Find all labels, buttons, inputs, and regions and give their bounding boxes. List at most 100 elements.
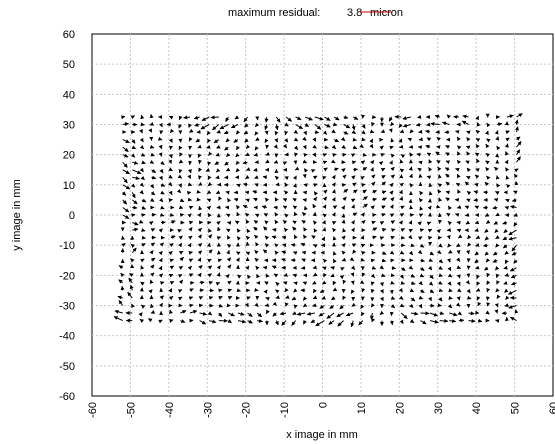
residual-arrow [293,211,298,217]
residual-arrow [225,137,230,143]
residual-arrow [140,258,145,263]
residual-arrow [474,152,480,157]
residual-arrow [465,220,471,225]
residual-arrow [410,273,416,278]
residual-arrow [495,212,500,217]
residual-arrow [177,174,183,179]
residual-arrow [390,303,396,309]
residual-arrow [352,137,357,142]
residual-arrow [178,265,184,270]
residual-arrow [390,220,395,225]
residual-arrow [319,289,325,293]
residual-arrow [322,227,327,232]
residual-arrow [417,249,423,255]
residual-arrow [264,243,270,248]
residual-arrow [360,304,365,309]
residual-arrow [381,251,387,255]
residual-arrow [495,288,500,293]
residual-arrow [446,114,452,119]
residual-arrow [282,198,288,202]
residual-arrow [446,258,451,263]
residual-arrow [418,198,424,203]
residual-arrow [436,249,442,255]
residual-arrow [399,274,404,279]
residual-arrow [226,235,231,240]
residual-arrow [409,183,414,188]
residual-arrow [503,265,508,270]
residual-arrow [178,145,183,151]
residual-arrow [254,250,259,255]
residual-arrow [262,175,268,180]
residual-arrow [290,243,296,248]
residual-arrow [132,176,140,181]
residual-arrow [370,160,375,165]
residual-arrow [352,212,358,217]
residual-arrow [224,161,229,166]
residual-arrow [407,137,413,142]
residual-arrow [271,235,277,240]
residual-arrow [360,176,365,180]
residual-arrow [271,265,277,270]
residual-arrow [418,303,423,309]
residual-arrow [122,214,130,219]
residual-arrow [312,280,317,285]
residual-arrow [439,311,445,316]
residual-arrow [360,235,365,240]
residual-arrow [274,130,279,136]
residual-arrow [160,160,165,166]
residual-arrow [333,138,340,143]
residual-arrow [177,296,183,301]
residual-arrow [178,205,184,210]
residual-arrow [339,305,344,310]
residual-arrow [437,166,442,171]
residual-arrow [448,288,453,293]
residual-arrow [370,205,375,210]
residual-arrow [205,167,211,172]
residual-arrow [509,267,517,272]
residual-arrow [197,227,203,233]
residual-arrow [447,273,453,278]
residual-arrow [455,213,460,217]
residual-arrow [122,184,131,190]
residual-arrow [304,123,310,128]
residual-arrow [439,318,449,323]
residual-arrow [219,124,229,130]
residual-arrow [417,114,422,119]
residual-arrow [475,265,480,270]
residual-arrow [254,131,259,136]
residual-arrow [216,236,222,241]
residual-arrow [381,197,387,202]
residual-arrow [484,266,489,271]
residual-arrow [216,129,221,134]
residual-arrow [333,116,340,121]
residual-arrow [350,265,356,270]
residual-arrow [484,251,489,256]
residual-arrow [247,319,253,324]
residual-arrow [120,115,126,120]
residual-arrow [408,166,413,171]
residual-arrow [351,204,355,209]
residual-arrow [234,115,240,120]
residual-arrow [485,152,490,158]
residual-arrow [234,220,240,225]
residual-arrow [361,311,365,317]
residual-arrow [274,219,279,225]
residual-arrow [206,144,211,149]
residual-arrow [362,196,368,201]
residual-arrow [326,312,335,319]
residual-arrow [466,175,471,180]
residual-arrow [429,312,438,317]
residual-arrow [207,161,212,166]
residual-arrow [132,221,139,226]
residual-arrow [168,153,173,159]
residual-arrow [496,145,501,151]
residual-arrow [274,124,279,131]
residual-arrow [438,259,443,264]
residual-arrow [332,227,337,233]
residual-arrow [508,305,517,309]
residual-arrow [505,137,510,142]
residual-arrow [131,247,137,254]
residual-arrow [158,144,163,150]
residual-arrow [215,190,221,195]
residual-arrow [284,287,289,293]
